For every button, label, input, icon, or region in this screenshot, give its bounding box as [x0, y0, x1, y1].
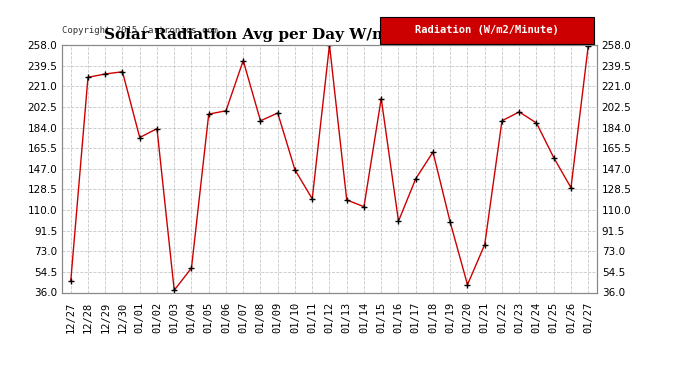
Title: Solar Radiation Avg per Day W/m2/minute 20150127: Solar Radiation Avg per Day W/m2/minute … — [104, 28, 555, 42]
Text: Radiation (W/m2/Minute): Radiation (W/m2/Minute) — [415, 25, 559, 35]
Text: Copyright 2015 Cartronics.com: Copyright 2015 Cartronics.com — [62, 26, 218, 35]
FancyBboxPatch shape — [380, 16, 594, 44]
